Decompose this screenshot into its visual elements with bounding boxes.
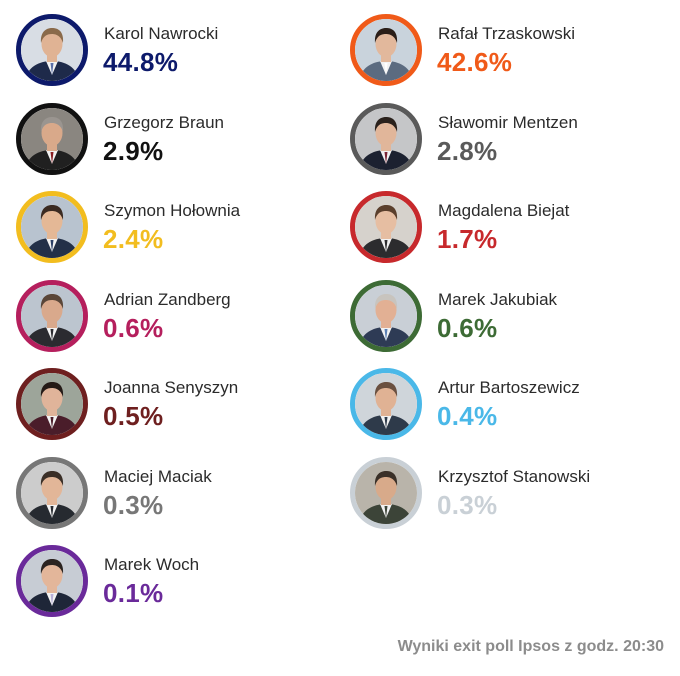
candidate-avatar [16,14,88,86]
candidate-avatar [350,279,422,352]
candidate-avatar [350,368,422,440]
portrait-icon [21,107,83,170]
candidate-percent: 1.7% [437,224,498,254]
candidate-avatar [350,456,422,529]
candidate-percent: 0.4% [437,401,498,431]
candidate-item: Marek Woch 0.1% [16,545,336,621]
candidate-avatar [350,102,422,175]
candidate-avatar [16,545,88,617]
candidate-item: Szymon Hołownia 2.4% [16,191,336,267]
candidate-percent: 2.9% [103,135,164,166]
portrait-icon [355,373,417,435]
portrait-icon [21,19,83,81]
candidate-item: Artur Bartoszewicz 0.4% [350,368,670,444]
candidate-name: Krzysztof Stanowski [438,466,591,486]
candidate-item: Sławomir Mentzen 2.8% [350,102,670,179]
candidate-percent: 0.6% [437,312,498,343]
candidate-name: Szymon Hołownia [104,201,241,220]
candidate-avatar [16,191,88,263]
candidate-item: Krzysztof Stanowski 0.3% [350,456,670,533]
candidate-percent: 2.8% [437,135,498,166]
candidate-name: Rafał Trzaskowski [438,24,575,43]
candidate-item: Grzegorz Braun 2.9% [16,102,336,179]
portrait-icon [21,461,83,524]
portrait-icon [355,196,417,258]
candidate-name: Marek Woch [104,555,200,574]
candidate-percent: 0.3% [103,489,164,520]
source-note: Wyniki exit poll Ipsos z godz. 20:30 [397,638,664,655]
portrait-icon [21,284,83,347]
candidate-avatar [350,191,422,263]
candidate-avatar [350,14,422,86]
candidate-percent: 42.6% [437,47,513,77]
candidate-name: Maciej Maciak [104,466,212,486]
candidate-name: Adrian Zandberg [104,289,231,309]
candidate-avatar [16,456,88,529]
candidate-percent: 0.1% [103,578,164,608]
candidate-item: Maciej Maciak 0.3% [16,456,336,533]
candidate-name: Grzegorz Braun [104,112,224,132]
candidate-name: Karol Nawrocki [104,24,219,43]
candidate-name: Sławomir Mentzen [438,112,578,132]
candidate-percent: 0.6% [103,312,164,343]
candidate-avatar [16,279,88,352]
portrait-icon [21,196,83,258]
portrait-icon [355,107,417,170]
portrait-icon [355,284,417,347]
portrait-icon [355,19,417,81]
candidate-item: Karol Nawrocki 44.8% [16,14,336,90]
candidate-item: Joanna Senyszyn 0.5% [16,368,336,444]
candidate-item: Marek Jakubiak 0.6% [350,279,670,356]
portrait-icon [355,461,417,524]
candidate-name: Marek Jakubiak [438,289,558,309]
portrait-icon [21,550,83,612]
candidate-percent: 44.8% [103,47,179,77]
candidate-percent: 2.4% [103,224,164,254]
candidate-percent: 0.3% [437,489,498,520]
portrait-icon [21,373,83,435]
candidate-percent: 0.5% [103,401,164,431]
candidate-avatar [16,368,88,440]
candidate-item: Rafał Trzaskowski 42.6% [350,14,670,90]
candidate-name: Artur Bartoszewicz [438,378,580,397]
candidate-avatar [16,102,88,175]
candidate-item: Adrian Zandberg 0.6% [16,279,336,356]
candidate-item: Magdalena Biejat 1.7% [350,191,670,267]
candidate-name: Magdalena Biejat [438,201,570,220]
candidate-name: Joanna Senyszyn [104,378,239,397]
